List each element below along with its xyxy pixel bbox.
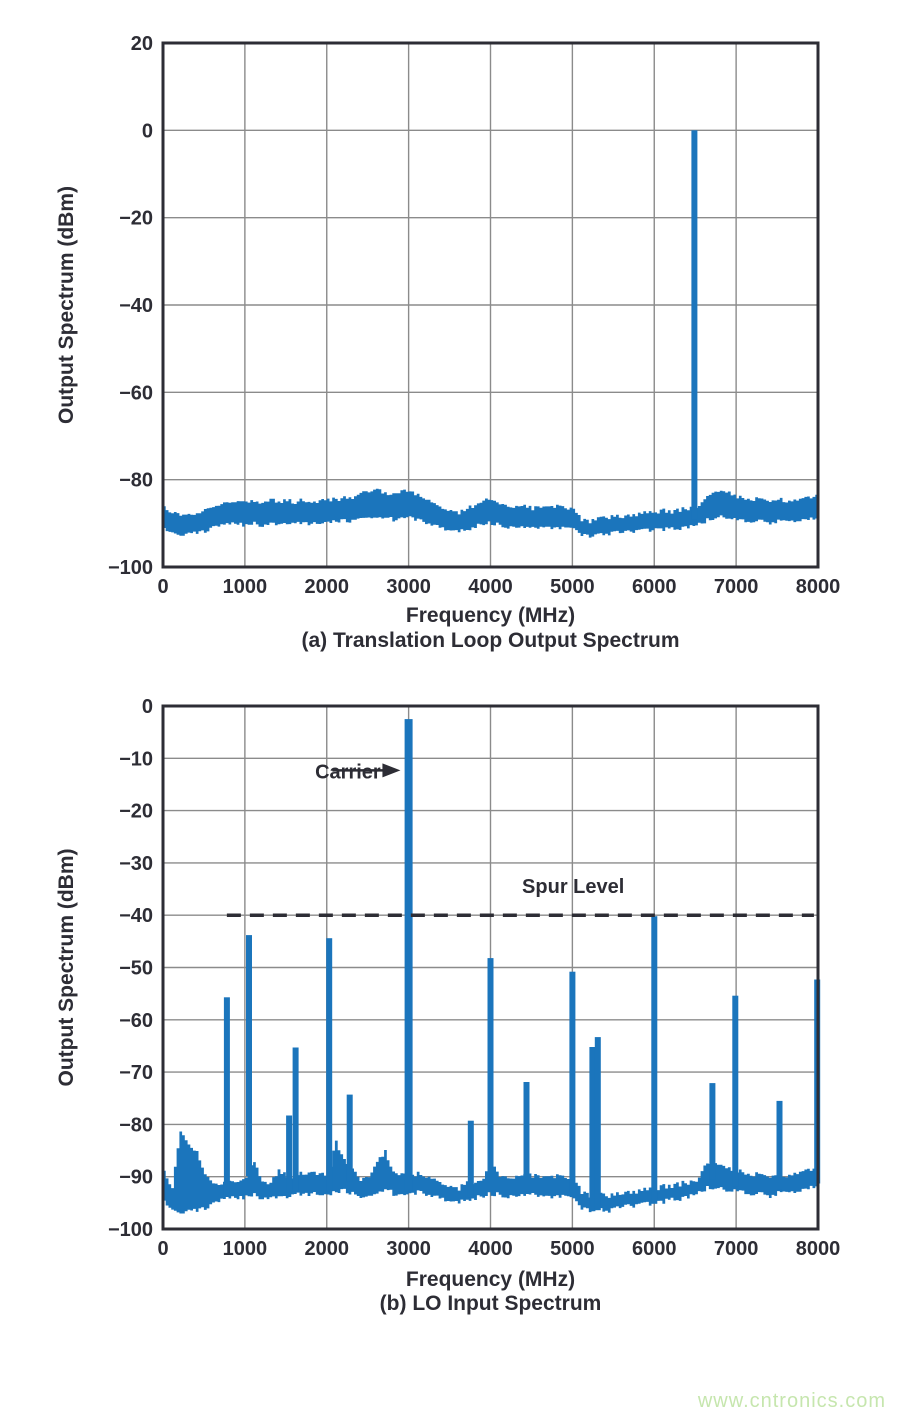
y-tick-a: −60 — [119, 382, 153, 404]
y-axis-label-b: Output Spectrum (dBm) — [55, 849, 78, 1087]
carrier-arrow-head — [382, 763, 401, 778]
spur-bars-b — [223, 719, 821, 1212]
spur-bar — [326, 938, 333, 1192]
spur-bar — [594, 1037, 601, 1211]
plot-frame-a — [161, 41, 820, 569]
spur-bar — [732, 995, 739, 1187]
x-axis-label-b: Frequency (MHz) — [406, 1268, 575, 1291]
output-tone-bar — [691, 130, 698, 520]
spur-bar — [651, 916, 658, 1204]
y-axis-label-a: Output Spectrum (dBm) — [55, 186, 78, 424]
spur-bar — [776, 1100, 783, 1190]
chart-caption-a: (a) Translation Loop Output Spectrum — [302, 629, 680, 652]
y-tick-b: −50 — [119, 958, 153, 980]
carrier-label: Carrier — [315, 761, 381, 783]
spur-bar — [223, 997, 230, 1195]
y-tick-b: −100 — [108, 1219, 153, 1241]
y-tick-b: −70 — [119, 1062, 153, 1084]
y-tick-a: −100 — [108, 557, 153, 579]
spur-bar — [346, 1094, 353, 1182]
spur-bar — [292, 1047, 299, 1192]
y-tick-a: 20 — [131, 33, 153, 55]
x-tick-a: 0 — [157, 576, 168, 598]
y-tick-b: −60 — [119, 1010, 153, 1032]
chart-caption-b: (b) LO Input Spectrum — [380, 1292, 602, 1315]
spur-bar — [569, 971, 576, 1193]
x-tick-a: 3000 — [386, 576, 431, 598]
y-tick-a: 0 — [142, 120, 153, 142]
x-tick-b: 7000 — [714, 1238, 759, 1260]
x-tick-a: 7000 — [714, 576, 759, 598]
y-tick-a: −40 — [119, 295, 153, 317]
spur-level-label: Spur Level — [522, 876, 624, 898]
spur-bar — [286, 1115, 293, 1193]
x-tick-b: 6000 — [632, 1238, 677, 1260]
x-tick-a: 5000 — [550, 576, 595, 598]
x-tick-b: 0 — [157, 1238, 168, 1260]
x-tick-a: 6000 — [632, 576, 677, 598]
x-tick-b: 8000 — [796, 1238, 841, 1260]
carrier-bar — [404, 719, 413, 1192]
y-tick-b: −30 — [119, 853, 153, 875]
chart-a: 200−20−40−60−80−1000 1000 2000 3000 4000 5000… — [55, 33, 840, 652]
x-tick-b: 3000 — [386, 1238, 431, 1260]
spur-bar — [467, 1120, 474, 1198]
y-tick-b: −80 — [119, 1114, 153, 1136]
plot-frame-b — [161, 704, 820, 1231]
y-tick-b: −20 — [119, 801, 153, 823]
spur-bar — [589, 1047, 596, 1212]
tick-labels-b: 0−10−20−30−40−50−60−70−80−90−1000 1000 200… — [108, 696, 840, 1260]
x-tick-b: 4000 — [468, 1238, 513, 1260]
x-axis-label-a: Frequency (MHz) — [406, 604, 575, 627]
tick-labels-a: 200−20−40−60−80−1000 1000 2000 3000 4000 5000… — [108, 33, 840, 598]
watermark: www.cntronics.com — [697, 1390, 886, 1412]
x-tick-a: 2000 — [305, 576, 350, 598]
spur-bar — [246, 935, 252, 1177]
x-tick-b: 1000 — [223, 1238, 268, 1260]
y-tick-b: −10 — [119, 748, 153, 770]
y-tick-b: 0 — [142, 696, 153, 718]
x-tick-a: 1000 — [223, 576, 268, 598]
spur-bar — [487, 958, 494, 1177]
y-tick-a: −80 — [119, 470, 153, 492]
x-tick-a: 8000 — [796, 576, 841, 598]
y-tick-b: −90 — [119, 1167, 153, 1189]
grid-a — [163, 43, 818, 567]
spur-bar — [709, 1083, 716, 1180]
x-tick-b: 5000 — [550, 1238, 595, 1260]
spur-bar — [523, 1082, 530, 1192]
y-tick-a: −20 — [119, 208, 153, 230]
y-tick-b: −40 — [119, 905, 153, 927]
x-tick-b: 2000 — [305, 1238, 350, 1260]
noise-floor-a — [163, 488, 818, 538]
x-tick-a: 4000 — [468, 576, 513, 598]
spur-bars-a — [691, 130, 698, 520]
chart-b: Carrier Spur Level 0 −10 −20 −30 −40 −50 −60 −70 −… — [55, 696, 840, 1315]
